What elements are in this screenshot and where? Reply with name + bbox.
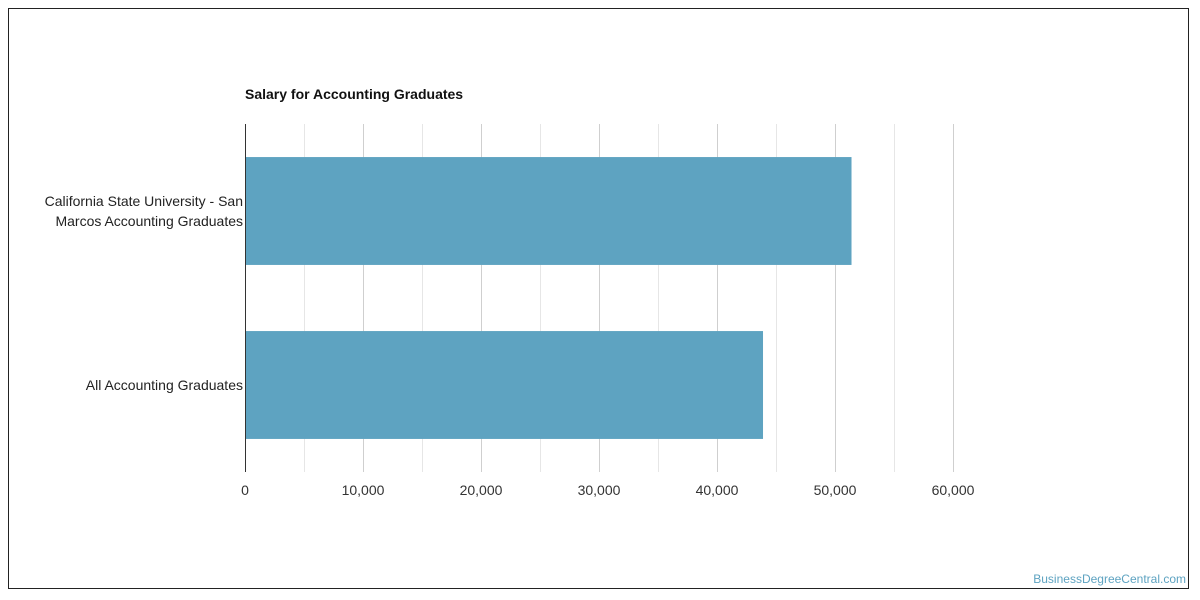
category-label-1: All Accounting Graduates bbox=[86, 377, 243, 393]
x-tick-labels: 0 10,000 20,000 30,000 40,000 50,000 60,000 bbox=[241, 482, 975, 498]
bar-layer bbox=[245, 157, 852, 439]
x-tick-label: 0 bbox=[241, 482, 249, 498]
category-label-0: California State University - San Marcos … bbox=[45, 193, 243, 229]
x-tick-label: 10,000 bbox=[342, 482, 385, 498]
category-labels: California State University - San Marcos … bbox=[45, 193, 243, 393]
x-tick-label: 50,000 bbox=[814, 482, 857, 498]
watermark-text: BusinessDegreeCentral.com bbox=[1033, 572, 1186, 586]
chart-title: Salary for Accounting Graduates bbox=[245, 86, 463, 102]
x-tick-label: 60,000 bbox=[932, 482, 975, 498]
bar-0[interactable] bbox=[245, 157, 852, 265]
chart-frame bbox=[8, 8, 1189, 589]
x-tick-label: 40,000 bbox=[696, 482, 739, 498]
bar-1[interactable] bbox=[245, 331, 764, 439]
x-tick-label: 20,000 bbox=[460, 482, 503, 498]
x-tick-label: 30,000 bbox=[578, 482, 621, 498]
